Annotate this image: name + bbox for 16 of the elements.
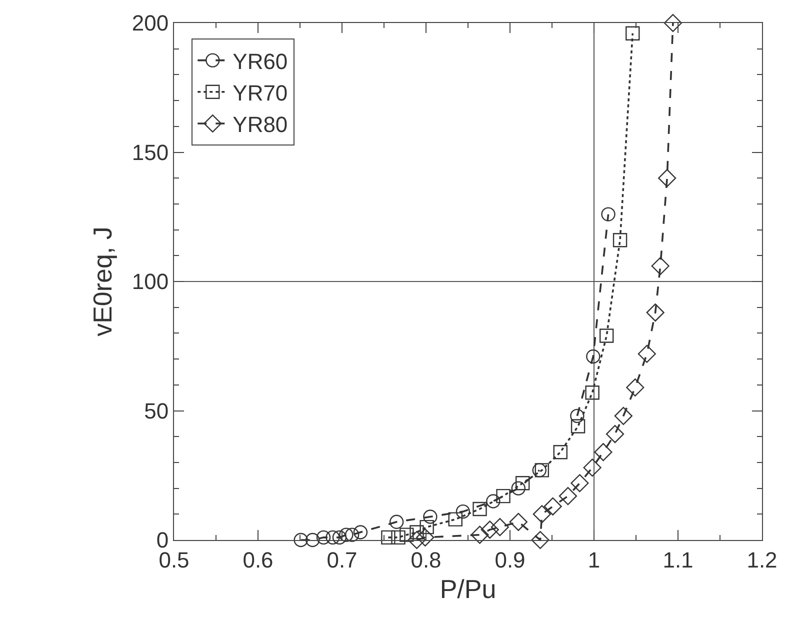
y-tick-label: 150 xyxy=(132,140,169,165)
legend-label: YR70 xyxy=(232,80,288,106)
x-tick-label: 0.6 xyxy=(242,547,274,572)
x-tick-label: 0.8 xyxy=(410,547,442,572)
legend-label: YR60 xyxy=(232,48,288,74)
x-tick-label: 0.7 xyxy=(326,547,358,572)
y-tick-label: 100 xyxy=(132,269,169,294)
legend-label: YR80 xyxy=(232,112,288,138)
y-tick-label: 200 xyxy=(132,10,169,36)
x-tick-label: 0.9 xyxy=(494,547,526,572)
x-axis-title: P/Pu xyxy=(440,574,496,604)
x-tick-label: 1 xyxy=(588,547,600,572)
y-tick-label: 50 xyxy=(144,398,169,424)
y-axis-title: vE0req, J xyxy=(87,226,118,336)
x-tick-label: 1.2 xyxy=(746,547,778,572)
x-tick-label: 1.1 xyxy=(662,547,694,572)
